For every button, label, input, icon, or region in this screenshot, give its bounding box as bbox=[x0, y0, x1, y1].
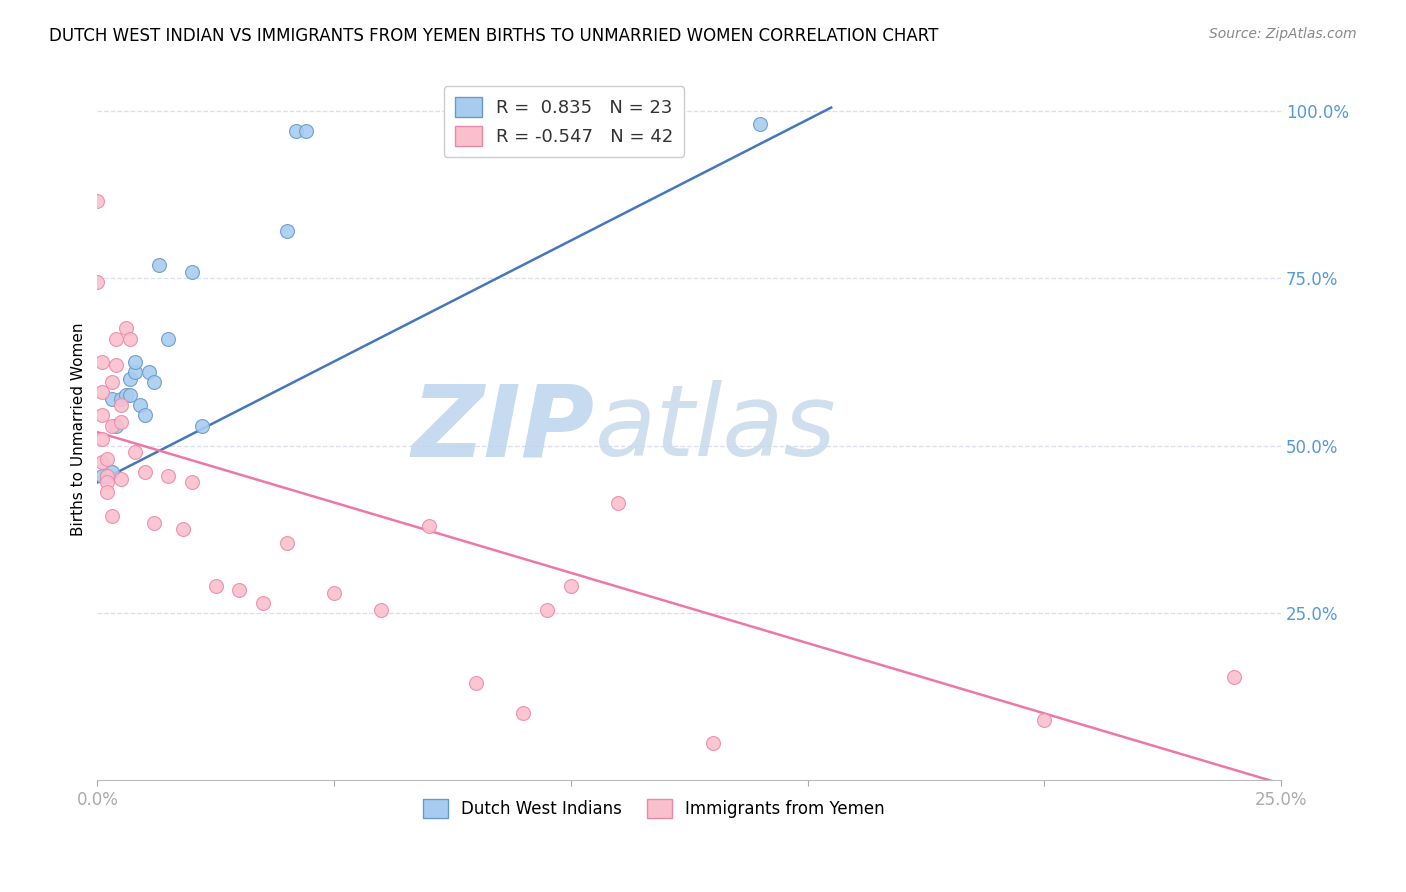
Point bbox=[1033, 713, 1056, 727]
Point bbox=[181, 264, 204, 278]
Point bbox=[285, 124, 308, 138]
Point bbox=[1222, 669, 1244, 683]
Point bbox=[91, 455, 114, 469]
Point bbox=[100, 466, 122, 480]
Point bbox=[181, 475, 204, 490]
Point bbox=[91, 432, 114, 446]
Point bbox=[110, 392, 132, 406]
Point bbox=[120, 388, 142, 402]
Point bbox=[276, 224, 298, 238]
Point bbox=[370, 602, 392, 616]
Point bbox=[143, 375, 166, 389]
Point bbox=[124, 355, 146, 369]
Point bbox=[418, 519, 440, 533]
Point bbox=[86, 275, 108, 289]
Point bbox=[96, 468, 118, 483]
Point bbox=[512, 706, 534, 721]
Point bbox=[190, 418, 212, 433]
Point bbox=[91, 468, 114, 483]
Point bbox=[105, 359, 128, 373]
Point bbox=[91, 385, 114, 400]
Point bbox=[323, 586, 346, 600]
Point bbox=[134, 409, 156, 423]
Text: atlas: atlas bbox=[595, 380, 837, 477]
Point bbox=[105, 418, 128, 433]
Point bbox=[536, 602, 558, 616]
Point bbox=[100, 508, 122, 523]
Point bbox=[114, 388, 136, 402]
Point bbox=[294, 124, 316, 138]
Point bbox=[560, 579, 582, 593]
Point bbox=[172, 522, 194, 536]
Point bbox=[148, 258, 170, 272]
Point bbox=[120, 372, 142, 386]
Point bbox=[96, 485, 118, 500]
Point bbox=[105, 331, 128, 345]
Point bbox=[120, 331, 142, 345]
Y-axis label: Births to Unmarried Women: Births to Unmarried Women bbox=[72, 322, 86, 535]
Point bbox=[157, 331, 180, 345]
Point bbox=[110, 415, 132, 429]
Point bbox=[114, 321, 136, 335]
Point bbox=[607, 495, 630, 509]
Point bbox=[100, 418, 122, 433]
Point bbox=[129, 399, 152, 413]
Point bbox=[134, 466, 156, 480]
Point bbox=[100, 375, 122, 389]
Point bbox=[252, 596, 274, 610]
Point bbox=[110, 399, 132, 413]
Point bbox=[86, 194, 108, 209]
Point bbox=[124, 365, 146, 379]
Point bbox=[91, 409, 114, 423]
Point bbox=[749, 117, 772, 131]
Text: ZIP: ZIP bbox=[412, 380, 595, 477]
Point bbox=[91, 355, 114, 369]
Point bbox=[138, 365, 160, 379]
Point bbox=[96, 475, 118, 490]
Point bbox=[96, 468, 118, 483]
Text: DUTCH WEST INDIAN VS IMMIGRANTS FROM YEMEN BIRTHS TO UNMARRIED WOMEN CORRELATION: DUTCH WEST INDIAN VS IMMIGRANTS FROM YEM… bbox=[49, 27, 939, 45]
Point bbox=[465, 676, 488, 690]
Text: Source: ZipAtlas.com: Source: ZipAtlas.com bbox=[1209, 27, 1357, 41]
Point bbox=[143, 516, 166, 530]
Point bbox=[96, 452, 118, 467]
Point bbox=[204, 579, 226, 593]
Point bbox=[124, 445, 146, 459]
Point bbox=[110, 472, 132, 486]
Point bbox=[702, 737, 724, 751]
Point bbox=[100, 392, 122, 406]
Point bbox=[276, 535, 298, 549]
Point bbox=[228, 582, 250, 597]
Legend: Dutch West Indians, Immigrants from Yemen: Dutch West Indians, Immigrants from Yeme… bbox=[416, 793, 891, 825]
Point bbox=[157, 468, 180, 483]
